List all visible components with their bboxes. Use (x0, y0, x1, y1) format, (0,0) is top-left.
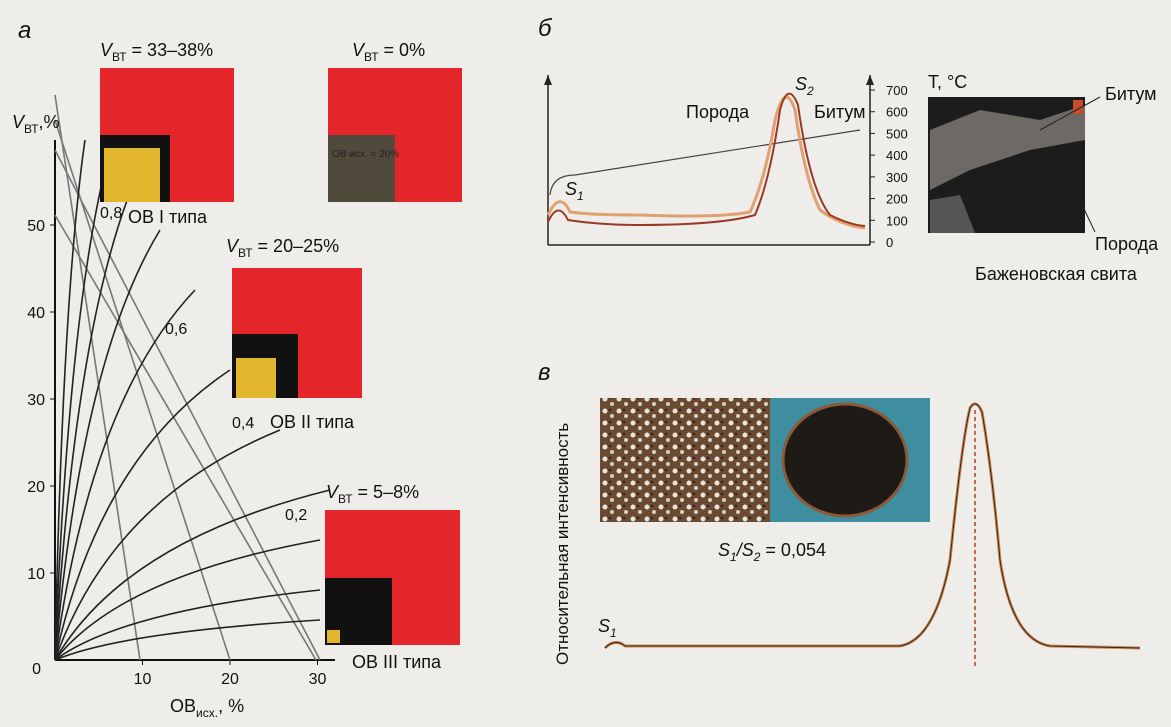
subscript: 1 (730, 550, 737, 564)
inset-note: ОВ исх. = 20% (332, 149, 399, 160)
y-tick-label: 40 (27, 305, 45, 322)
value: = 33–38% (127, 40, 214, 60)
symbol: S (598, 616, 610, 636)
photo-caption: Баженовская свита (975, 264, 1138, 284)
inset-2 (328, 68, 462, 202)
curve-label: 0,2 (285, 507, 307, 524)
subscript: ВТ (238, 246, 253, 260)
subscript: ВТ (24, 122, 39, 136)
right-tick-label: 300 (886, 170, 908, 185)
subscript: 1 (577, 189, 584, 203)
series-label: Порода (686, 102, 750, 122)
y-tick-label: 50 (27, 218, 45, 235)
x-tick-label: 20 (221, 671, 239, 688)
right-tick-label: 500 (886, 126, 908, 141)
unit: ,% (39, 112, 60, 132)
curve-label: 0,4 (232, 415, 254, 432)
x-tick-label: 10 (134, 671, 152, 688)
inset-caption: ОВ III типа (352, 652, 442, 672)
right-tick-label: 0 (886, 235, 893, 250)
x-tick-label: 30 (309, 671, 327, 688)
y-tick-label: 30 (27, 392, 45, 409)
symbol: S (565, 179, 577, 199)
panel-letter: б (538, 15, 553, 42)
inset-3 (232, 268, 362, 398)
value: = 0,054 (760, 540, 826, 560)
panel-letter: в (538, 359, 551, 386)
value: = 5–8% (353, 482, 420, 502)
symbol: ОВ (170, 696, 196, 716)
symbol: S (742, 540, 754, 560)
curve-label: 0,8 (100, 205, 122, 222)
panel-letter: а (18, 17, 31, 44)
photo (928, 97, 1100, 233)
right-axis-label: T, °C (928, 72, 967, 92)
y-tick-label: 10 (27, 566, 45, 583)
right-tick-label: 600 (886, 105, 908, 120)
right-tick-label: 400 (886, 148, 908, 163)
subscript: ВТ (338, 492, 353, 506)
value: = 0% (379, 40, 426, 60)
y-tick-label: 20 (27, 479, 45, 496)
subscript: 1 (610, 626, 617, 640)
photo-label: Порода (1095, 234, 1159, 254)
subscript: ВТ (364, 50, 379, 64)
right-tick-label: 100 (886, 213, 908, 228)
y-axis-label: Относительная интенсивность (553, 423, 572, 665)
origin-label: 0 (32, 661, 41, 678)
figure: а 010203040501020300,80,60,40,2 VВТ,% ОВ… (0, 0, 1171, 727)
symbol: S (795, 74, 807, 94)
subscript: ВТ (112, 50, 127, 64)
inset-caption: ОВ I типа (128, 207, 208, 227)
unit: , % (218, 696, 244, 716)
value: = 20–25% (253, 236, 340, 256)
inset-4 (325, 510, 460, 645)
photos (600, 398, 930, 522)
inset-caption: ОВ II типа (270, 412, 355, 432)
subscript: исх. (196, 706, 218, 720)
right-tick-label: 200 (886, 192, 908, 207)
photo-label: Битум (1105, 84, 1157, 104)
right-tick-label: 700 (886, 83, 908, 98)
series-label: Битум (814, 102, 866, 122)
symbol: S (718, 540, 730, 560)
inset-1 (100, 68, 234, 202)
subscript: 2 (806, 84, 814, 98)
curve-label: 0,6 (165, 321, 187, 338)
